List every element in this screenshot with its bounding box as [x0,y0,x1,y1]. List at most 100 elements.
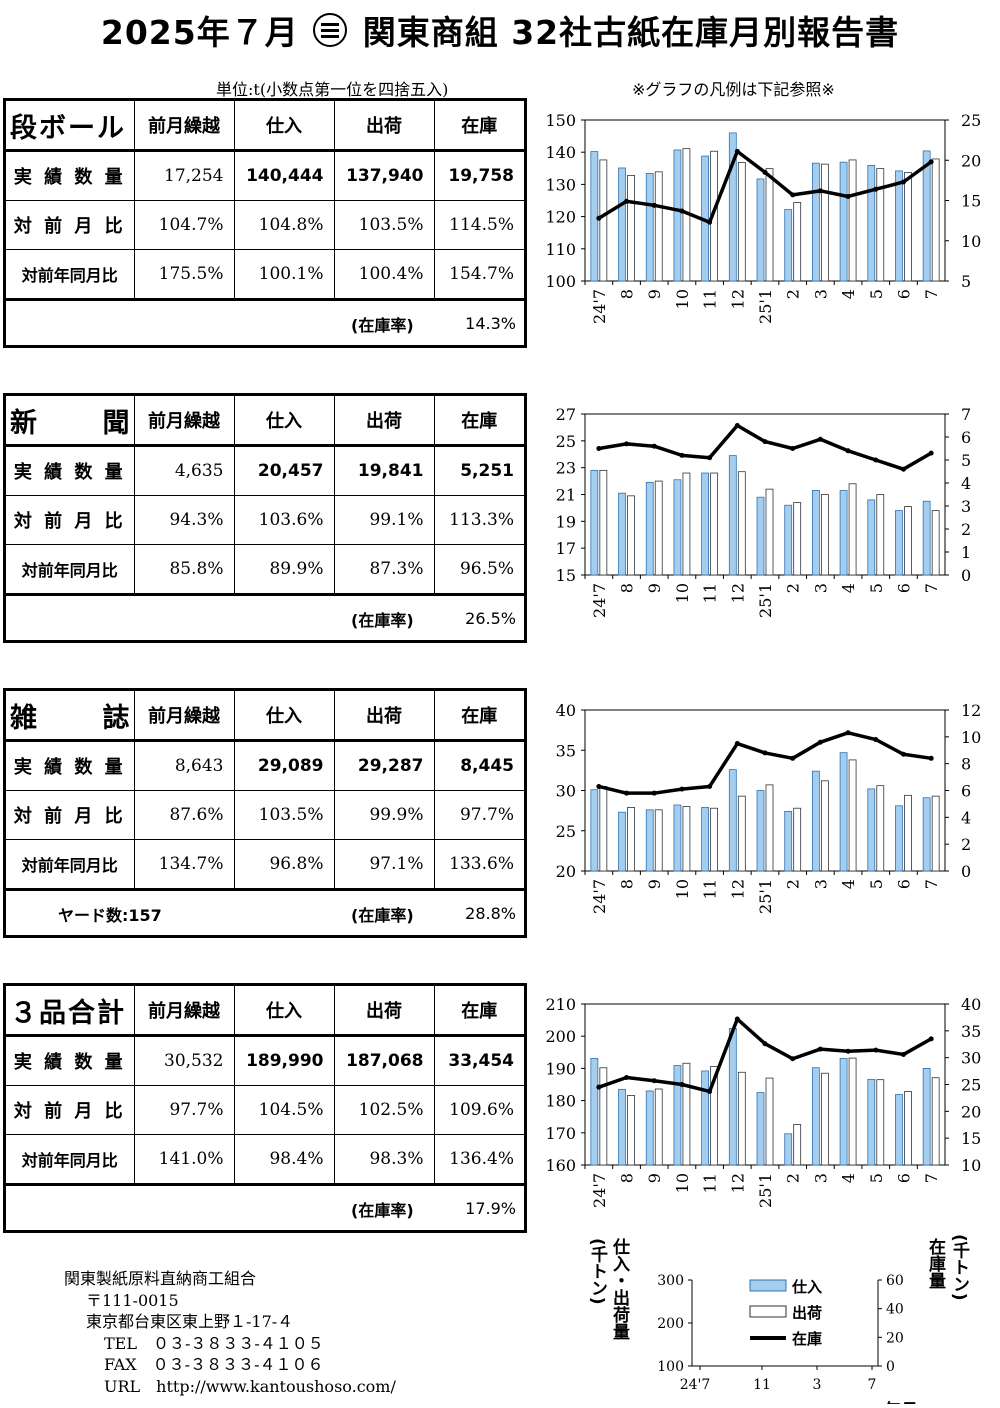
table-cell: 8,643 [133,740,234,791]
table-cell: 99.9% [333,790,434,840]
table-row: 対前年同月比 85.8% 89.9% 87.3% 96.5% [6,544,524,596]
line-point [790,192,796,198]
bar-in [756,790,765,872]
bar-out [737,471,746,576]
line-point [900,179,906,185]
bar-in [728,132,737,282]
y2-tick-label: 20 [961,1102,981,1121]
bar-out [737,1071,746,1166]
bar-out [654,809,663,872]
x-tick-label: 3 [811,289,830,299]
table-cell: 100.4% [333,249,434,301]
table-cell: 96.8% [233,839,334,891]
table-cell: 97.1% [333,839,434,891]
bar-in [784,811,793,872]
line-point [707,1088,713,1094]
line-point [596,215,602,221]
col-header: 前月繰越 [133,986,234,1037]
line-point [790,1056,796,1062]
bar-in [618,167,626,282]
line-point [651,1078,657,1084]
line-point [900,466,906,472]
bar-in [728,455,737,576]
y-tick-label: 21 [556,486,576,505]
cardboard-chart: 100 110 120 130 140 150 5 10 15 20 25 24'7 8 9 10 11 12 2… [535,110,1000,340]
bar-in [811,1067,820,1166]
y2-tick-label: 5 [961,272,971,291]
bar-out [904,794,912,872]
table-cell: 189,990 [233,1035,334,1086]
x-tick-label: 5 [867,1173,886,1183]
table-cell: 154.7% [433,249,524,301]
bar-out [820,1072,829,1166]
line-point [707,783,713,789]
y-tick-label: 100 [545,272,576,291]
line-point [651,443,657,449]
newspaper-table: 新 聞前月繰越 仕入 出荷 在庫実 績 数 量 4,635 20,457 19,841 5,2… [3,393,527,643]
data-table: 新 聞前月繰越 仕入 出荷 在庫実 績 数 量 4,635 20,457 19,841 5,2… [6,396,524,596]
x-tick-label: 10 [673,1173,692,1193]
bar-out [876,1079,885,1166]
table-cell: 30,532 [133,1035,234,1086]
row-label: 対前年同月比 [6,839,134,891]
tel: TEL ０３-３８３３-４１０５ [104,1333,324,1353]
table-cell: 113.3% [433,495,524,545]
table-cell: 141.0% [133,1134,234,1186]
magazine-chart: 20 25 30 35 40 0 2 4 6 8 10 12 24'7 8 9 10 11 12 25'1 2 3 4 5 6… [535,700,1000,930]
bar-out [876,785,885,872]
line-point [817,739,823,745]
association-logo-icon [312,13,347,47]
x-tick-label: 2 [784,879,803,889]
x-tick-label: 10 [673,289,692,309]
col-header: 出荷 [333,396,434,447]
line-point [734,148,740,154]
table-cell: 187,068 [333,1035,434,1086]
y-tick-label: 120 [545,208,576,227]
bar-out [737,795,746,872]
table-cell: 102.5% [333,1085,434,1135]
table-cell: 109.6% [433,1085,524,1135]
y-tick-label: 25 [556,432,576,451]
bar-in [673,149,682,282]
section-name: ３品合計 [6,986,134,1037]
bar-in [922,500,931,576]
unit-note: 単位:t(小数点第一位を四捨五入) [216,80,449,99]
bar-out [820,163,829,282]
row-label: 対前年同月比 [6,249,134,301]
legend-label: 出荷 [792,1304,822,1322]
bar-in [645,173,654,282]
line-stock [598,731,932,795]
y-tick-label: 180 [545,1092,576,1111]
header-row: ３品合計 前月繰越 仕入 出荷 在庫 [6,986,524,1037]
bar-out [820,494,829,576]
title-text: 関東商組 32社古紙在庫月別報告書 [362,13,900,52]
line-point [873,737,879,743]
col-header: 出荷 [333,986,434,1037]
row-label: 対 前 月 比 [6,790,134,840]
mini-x-tick-label: 3 [813,1377,822,1393]
table-cell: 19,841 [333,445,434,496]
bar-out [848,159,857,282]
line-point [928,1036,934,1042]
table-cell: 103.6% [233,495,334,545]
plot-area [584,1003,946,1166]
bar-out [876,494,885,576]
line-point [845,193,851,199]
line-point [624,790,630,796]
y-tick-label: 23 [556,459,576,478]
table-row: 対 前 月 比 87.6% 103.5% 99.9% 97.7% [6,790,524,840]
fax: FAX ０３-３８３３-４１０６ [104,1355,324,1374]
x-tick-label: 2 [784,1173,803,1183]
line-point [651,202,657,208]
right-axis-unit: (千トン) [949,1234,969,1301]
bar-out [931,158,940,282]
bar-in [922,797,931,872]
x-tick-label: 8 [618,879,637,889]
x-tick-label: 6 [894,879,913,889]
table-row: 実 績 数 量 17,254 140,444 137,940 19,758 [6,150,524,201]
bar-in [728,769,737,872]
table-row: 対 前 月 比 97.7% 104.5% 102.5% 109.6% [6,1085,524,1135]
mini-y-tick-label: 200 [657,1316,684,1332]
x-tick-label: 8 [618,1173,637,1183]
bar-out [654,171,663,282]
